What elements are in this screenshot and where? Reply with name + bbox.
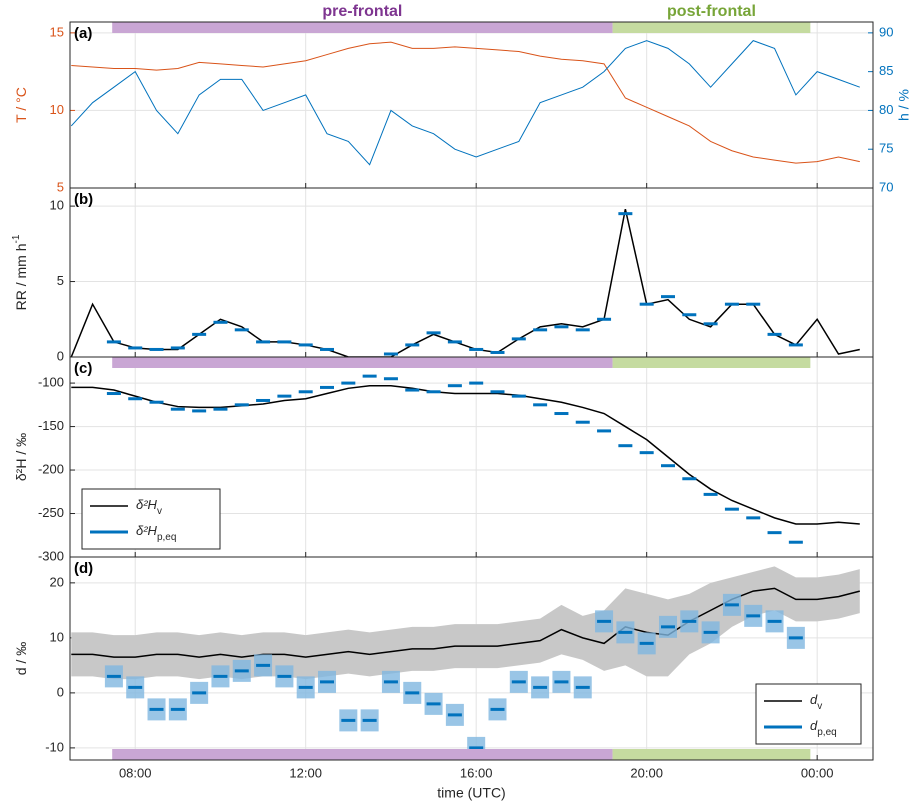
legend-label: δ²Hp,eq (136, 523, 176, 542)
y2-tick-label: 85 (879, 63, 893, 78)
x-tick-label: 00:00 (801, 765, 834, 780)
y2-tick-label: 70 (879, 179, 893, 194)
period-bar (112, 357, 613, 368)
series-line (71, 384, 860, 525)
y-tick-label: 15 (50, 24, 64, 39)
y-tick-label: -100 (38, 375, 64, 390)
period-bar (612, 749, 811, 760)
legend-sub: v (157, 506, 162, 517)
y2-axis-label: h / % (896, 89, 912, 121)
period-bar (612, 22, 811, 33)
legend-sub: p,eq (817, 727, 836, 738)
legend-sub: v (817, 701, 822, 712)
y-tick-label: 10 (50, 102, 64, 117)
x-tick-label: 20:00 (630, 765, 663, 780)
legend-name: δ²H (136, 523, 158, 538)
legend-name: δ²H (136, 497, 158, 512)
x-axis-label: time (UTC) (437, 785, 505, 801)
y-tick-label: 20 (50, 574, 64, 589)
y-axis-label-text: d / ‰ (13, 642, 29, 675)
legend-label: δ²Hv (136, 497, 162, 516)
panel-label: (d) (74, 560, 93, 577)
y-axis-label-text: δ²H / ‰ (13, 433, 29, 481)
plot-frame (69, 556, 874, 761)
plot-area (70, 188, 873, 357)
y-tick-label: 5 (57, 179, 64, 194)
series-line (70, 40, 860, 166)
y-tick-label: 0 (57, 684, 64, 699)
panel-label: (a) (74, 25, 92, 42)
y-tick-label: 10 (50, 198, 64, 213)
y-axis-label: T / °C (13, 87, 29, 123)
period-bar (612, 357, 811, 368)
period-bar (112, 749, 613, 760)
legend-label: dp,eq (810, 718, 837, 737)
y-axis-label: d / ‰ (13, 642, 29, 675)
y-axis-label-text: RR / mm h (13, 244, 29, 311)
y-axis-label: RR / mm h-1 (11, 234, 29, 310)
panel-label: (b) (74, 191, 93, 208)
y-tick-label: -150 (38, 418, 64, 433)
series-line (71, 41, 860, 164)
series-line (70, 208, 860, 358)
y-tick-label: 0 (57, 348, 64, 363)
y-tick-label: 5 (57, 273, 64, 288)
y2-tick-label: 75 (879, 141, 893, 156)
legend-name: d (810, 718, 818, 733)
x-tick-label: 08:00 (119, 765, 152, 780)
y-axis-label: δ²H / ‰ (13, 433, 29, 481)
x-tick-label: 12:00 (289, 765, 322, 780)
period-label: post-frontal (667, 3, 756, 20)
legend-name: d (810, 692, 818, 707)
period-bar (112, 22, 613, 33)
legend-box (755, 683, 862, 745)
y-tick-label: -250 (38, 505, 64, 520)
y-axis-label-text: T / °C (13, 87, 29, 123)
y2-tick-label: 90 (879, 24, 893, 39)
y-tick-label: -10 (45, 739, 64, 754)
y-tick-label: -200 (38, 461, 64, 476)
legend-box (81, 488, 221, 550)
panel-label: (c) (74, 360, 92, 377)
y2-tick-label: 80 (879, 102, 893, 117)
x-tick-label: 16:00 (460, 765, 493, 780)
y-tick-label: 10 (50, 629, 64, 644)
uncertainty-band (71, 566, 860, 680)
plot-area (70, 22, 873, 188)
legend-sub: p,eq (157, 532, 176, 543)
y-tick-label: -300 (38, 548, 64, 563)
period-label: pre-frontal (322, 3, 402, 20)
y-axis-label-sup: -1 (11, 234, 22, 243)
legend-label: dv (810, 692, 822, 711)
